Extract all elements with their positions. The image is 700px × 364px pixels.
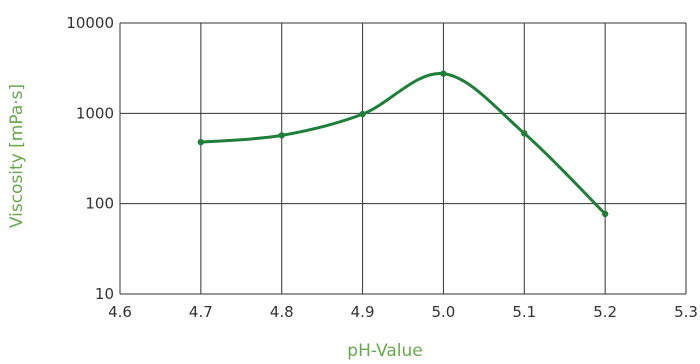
data-point [521,130,528,137]
series-line [199,72,607,216]
x-tick-label: 4.8 [270,303,294,321]
data-point [440,70,447,77]
x-tick-label: 5.0 [431,303,455,321]
y-tick-labels: 10 100 1000 10000 [66,14,114,303]
x-tick-label: 5.2 [593,303,617,321]
x-tick-label: 5.1 [512,303,536,321]
y-axis-label: Viscosity [mPa·s] [7,84,27,228]
series-points [197,70,609,218]
data-point [278,132,285,139]
y-tick-label: 10 [95,285,114,303]
data-point [359,110,366,118]
x-tick-label: 4.9 [351,303,375,321]
y-tick-label: 1000 [76,104,114,122]
y-tick-label: 10000 [66,14,114,32]
x-tick-labels: 4.6 4.7 4.8 4.9 5.0 5.1 5.2 5.3 [108,303,698,321]
x-tick-label: 4.7 [189,303,213,321]
x-tick-label: 5.3 [674,303,698,321]
data-point [197,138,205,146]
data-point [601,210,609,218]
grid [119,22,687,295]
x-axis-label: pH-Value [347,341,422,361]
x-tick-label: 4.6 [108,303,132,321]
y-tick-label: 100 [85,195,114,213]
